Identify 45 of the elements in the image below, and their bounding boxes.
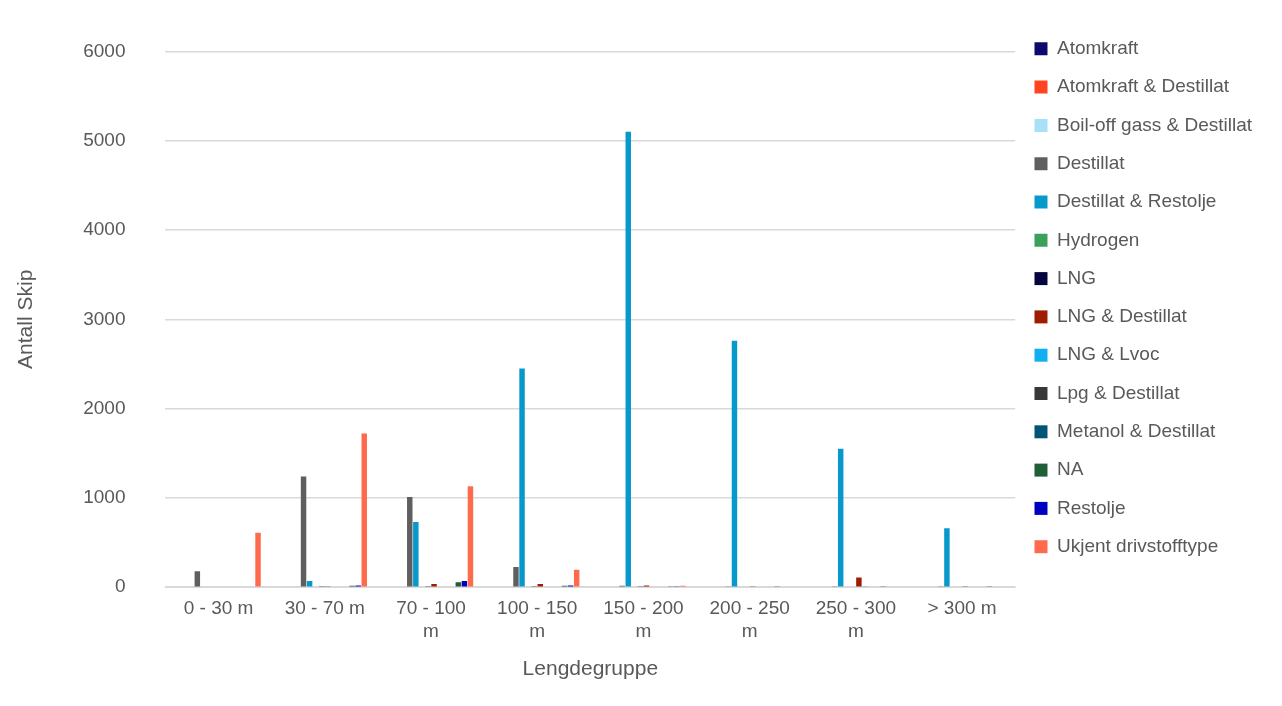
- bar: [731, 340, 738, 587]
- y-tick-label: 1000: [83, 486, 126, 508]
- legend-label: Destillat & Restolje: [1056, 190, 1217, 212]
- legend-label: Restolje: [1056, 496, 1126, 518]
- bar: [944, 528, 950, 587]
- legend-label: Atomkraft & Destillat: [1056, 75, 1230, 97]
- x-axis-title: Lengdegruppe: [522, 656, 659, 680]
- bar: [625, 131, 631, 587]
- legend-label: Destillat: [1056, 151, 1126, 173]
- legend-label: LNG & Lvoc: [1056, 343, 1160, 365]
- bar: [856, 577, 862, 587]
- bar: [513, 567, 519, 587]
- bar: [431, 584, 437, 587]
- y-tick-label: 4000: [83, 218, 126, 240]
- bar: [361, 433, 367, 587]
- bar: [407, 497, 413, 587]
- bar: [467, 486, 474, 587]
- x-tick-label: 30 - 70 m: [284, 596, 365, 618]
- bar: [255, 532, 261, 587]
- legend-label: Boil-off gass & Destillat: [1056, 113, 1253, 135]
- x-tick-label: 0 - 30 m: [183, 596, 254, 618]
- y-tick-label: 6000: [83, 39, 126, 61]
- y-tick-label: 3000: [83, 307, 126, 329]
- x-tick-label: 70 - 100 m: [396, 596, 466, 641]
- bar: [413, 522, 419, 587]
- x-tick-label: 100 - 150 m: [497, 596, 578, 641]
- y-axis-title: Antall Skip: [13, 269, 37, 369]
- legend-label: NA: [1056, 458, 1084, 480]
- bar: [519, 368, 525, 587]
- legend-label: Hydrogen: [1056, 228, 1140, 250]
- x-tick-label: 150 - 200 m: [603, 596, 684, 641]
- legend-label: Metanol & Destillat: [1056, 420, 1217, 442]
- y-tick-label: 2000: [83, 396, 126, 418]
- x-tick-label: 200 - 250 m: [709, 596, 790, 641]
- bar: [300, 476, 307, 587]
- legend-label: Lpg & Destillat: [1056, 381, 1181, 403]
- x-tick-label: > 300 m: [927, 596, 997, 618]
- y-tick-label: 0: [114, 575, 126, 597]
- bar: [837, 448, 844, 587]
- legend-label: Ukjent drivstofftype: [1056, 534, 1219, 556]
- legend-label: Atomkraft: [1056, 37, 1140, 59]
- legend-label: LNG: [1056, 266, 1097, 288]
- y-tick-label: 5000: [83, 128, 126, 150]
- x-tick-label: 250 - 300 m: [815, 596, 897, 641]
- legend-label: LNG & Destillat: [1056, 305, 1188, 327]
